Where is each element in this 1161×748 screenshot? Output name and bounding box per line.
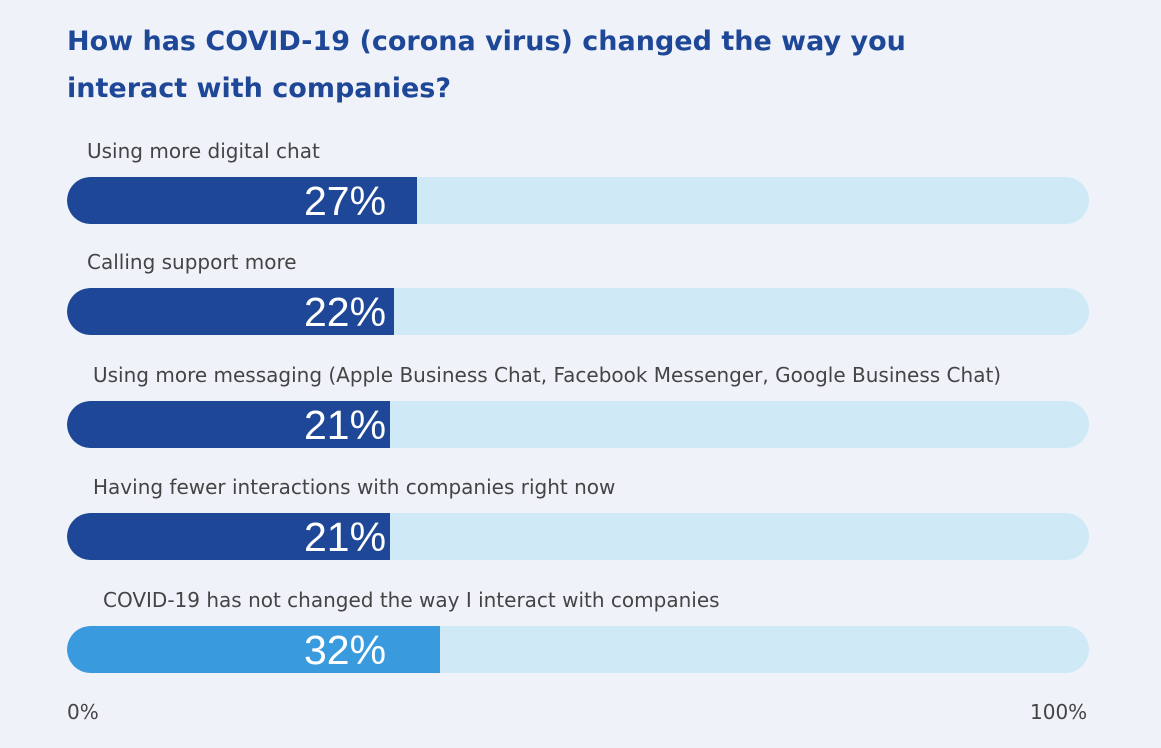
- bar-value-label: 21%: [303, 514, 387, 560]
- bar-label: Calling support more: [87, 250, 297, 274]
- bar-label: Using more digital chat: [87, 139, 320, 163]
- bar-value-label: 32%: [303, 627, 387, 673]
- x-tick-max: 100%: [1030, 700, 1088, 724]
- bar-label: Using more messaging (Apple Business Cha…: [93, 363, 1002, 387]
- bar-track: 27%: [67, 177, 1089, 224]
- bar-track: 21%: [67, 401, 1089, 448]
- chart-title: How has COVID-19 (corona virus) changed …: [67, 26, 906, 104]
- x-tick-min: 0%: [67, 700, 99, 724]
- bar-label: Having fewer interactions with companies…: [93, 475, 616, 499]
- bar-value-label: 22%: [303, 289, 387, 335]
- bar-track: 32%: [67, 626, 1089, 673]
- bar: [67, 177, 418, 224]
- bar: [67, 513, 390, 560]
- bar-value-label: 21%: [303, 402, 387, 448]
- bar: [67, 288, 395, 335]
- bar: [67, 401, 390, 448]
- bar-label: COVID-19 has not changed the way I inter…: [103, 588, 720, 612]
- bar-value-label: 27%: [303, 178, 387, 224]
- bar-track: 22%: [67, 288, 1089, 335]
- bar-track: 21%: [67, 513, 1089, 560]
- bar: [67, 626, 441, 673]
